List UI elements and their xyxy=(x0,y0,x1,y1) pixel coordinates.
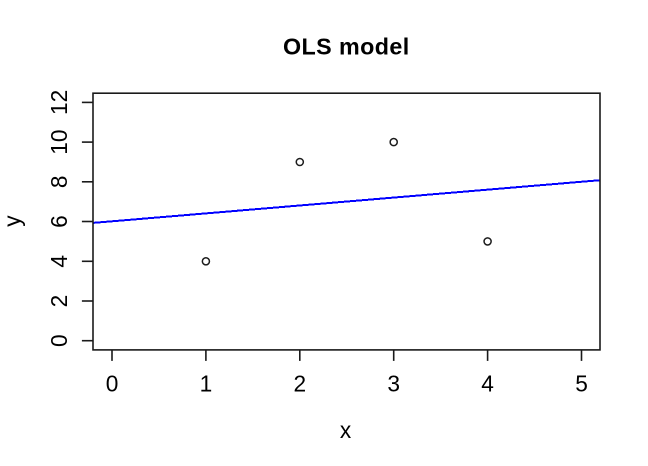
svg-text:6: 6 xyxy=(46,215,72,228)
svg-text:10: 10 xyxy=(46,129,72,154)
svg-text:0: 0 xyxy=(106,370,119,396)
svg-text:0: 0 xyxy=(46,334,72,347)
svg-text:2: 2 xyxy=(293,370,306,396)
svg-text:OLS model: OLS model xyxy=(283,33,410,59)
svg-text:3: 3 xyxy=(387,370,400,396)
svg-text:y: y xyxy=(0,215,25,227)
svg-text:4: 4 xyxy=(481,370,494,396)
svg-text:1: 1 xyxy=(200,370,213,396)
svg-text:2: 2 xyxy=(46,295,72,308)
svg-text:5: 5 xyxy=(575,370,588,396)
svg-text:8: 8 xyxy=(46,175,72,188)
svg-text:x: x xyxy=(340,417,352,443)
svg-text:12: 12 xyxy=(46,90,72,115)
svg-text:4: 4 xyxy=(46,255,72,268)
